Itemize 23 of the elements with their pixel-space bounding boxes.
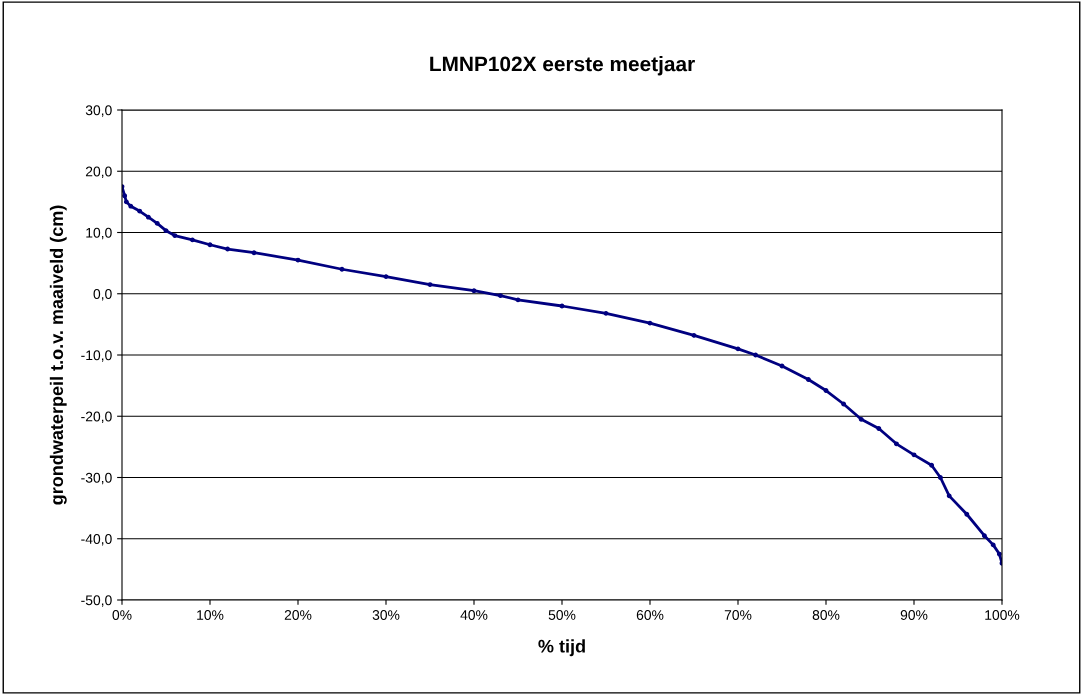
x-tick-label: 30% [372, 610, 400, 620]
x-tick-label: 10% [197, 610, 224, 620]
x-tick-label: 90% [900, 610, 928, 620]
x-tick-label: 50% [548, 610, 576, 620]
x-tick-label: 70% [724, 610, 752, 620]
y-tick-label: 0,0 [93, 289, 112, 301]
chart-title: LMNP102X eerste meetjaar [430, 56, 695, 76]
y-tick-label: -50,0 [81, 595, 112, 607]
x-tick-label: 20% [284, 610, 312, 620]
y-tick-label: -40,0 [81, 534, 112, 546]
x-tick-label: 100% [985, 610, 1020, 620]
x-tick-label: 40% [460, 610, 488, 620]
y-tick-label: -20,0 [81, 411, 112, 424]
y-tick-label: -10,0 [81, 350, 112, 362]
y-tick-label: 20,0 [85, 166, 112, 179]
x-axis-title: % tijd [538, 639, 585, 657]
x-tick-label: 80% [812, 610, 840, 620]
y-tick-label: 10,0 [86, 227, 112, 240]
x-tick-label: 60% [636, 610, 664, 620]
y-tick-label: 30,0 [85, 105, 112, 117]
x-tick-label: 0% [112, 610, 132, 620]
y-axis-title: grondwaterpeil t.o.v. maaiveld (cm) [49, 205, 67, 505]
y-tick-label: -30,0 [81, 472, 112, 485]
